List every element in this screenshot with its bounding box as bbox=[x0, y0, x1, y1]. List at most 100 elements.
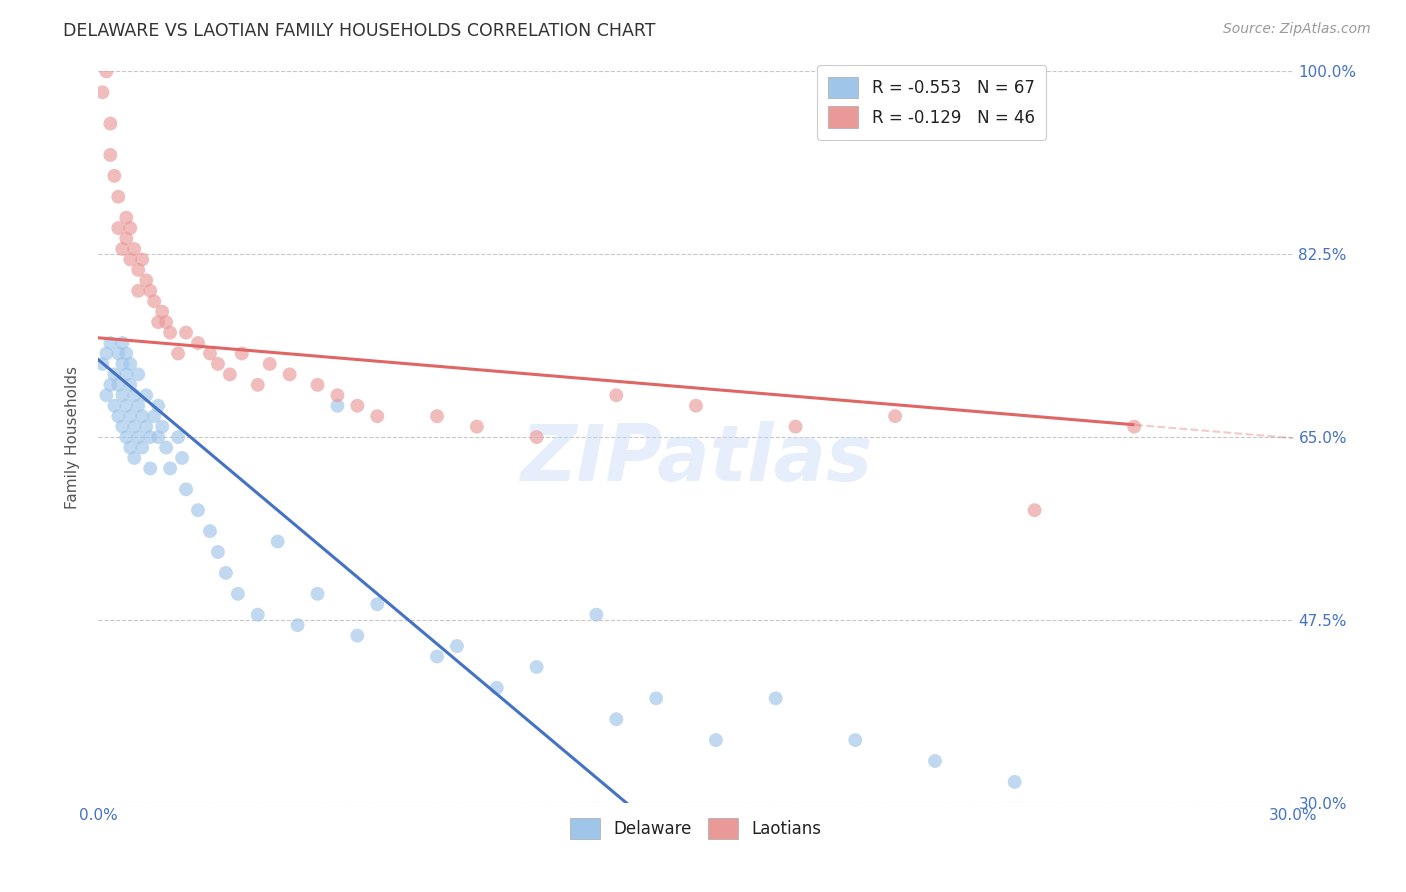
Point bbox=[91, 85, 114, 99]
Point bbox=[167, 346, 190, 360]
Point bbox=[426, 409, 449, 424]
Point bbox=[107, 346, 129, 360]
Point bbox=[884, 409, 907, 424]
Point bbox=[103, 169, 125, 183]
Point bbox=[346, 629, 368, 643]
Point bbox=[366, 409, 388, 424]
Point bbox=[139, 430, 162, 444]
Point bbox=[115, 211, 138, 225]
Point bbox=[246, 377, 269, 392]
Point bbox=[278, 368, 301, 382]
Point bbox=[148, 430, 170, 444]
Point bbox=[139, 284, 162, 298]
Text: ZIPatlas: ZIPatlas bbox=[520, 421, 872, 497]
Point bbox=[155, 315, 177, 329]
Point bbox=[107, 221, 129, 235]
Point bbox=[120, 377, 142, 392]
Point bbox=[446, 639, 468, 653]
Point bbox=[124, 388, 146, 402]
Point bbox=[465, 419, 488, 434]
Point bbox=[120, 409, 142, 424]
Point bbox=[207, 357, 229, 371]
Point bbox=[120, 357, 142, 371]
Point bbox=[526, 660, 548, 674]
Point bbox=[120, 441, 142, 455]
Point bbox=[127, 430, 149, 444]
Point bbox=[91, 357, 114, 371]
Point bbox=[124, 450, 146, 465]
Point bbox=[1004, 775, 1026, 789]
Point bbox=[174, 326, 197, 340]
Point bbox=[704, 733, 727, 747]
Point bbox=[131, 441, 153, 455]
Point bbox=[148, 315, 170, 329]
Point bbox=[924, 754, 946, 768]
Point bbox=[1123, 419, 1146, 434]
Point bbox=[111, 388, 134, 402]
Point bbox=[127, 263, 149, 277]
Point bbox=[207, 545, 229, 559]
Point bbox=[585, 607, 607, 622]
Point bbox=[96, 64, 118, 78]
Point bbox=[115, 231, 138, 245]
Point bbox=[120, 252, 142, 267]
Point bbox=[426, 649, 449, 664]
Point bbox=[143, 409, 166, 424]
Point bbox=[139, 461, 162, 475]
Point bbox=[111, 336, 134, 351]
Point bbox=[148, 399, 170, 413]
Point bbox=[326, 388, 349, 402]
Point bbox=[198, 346, 221, 360]
Point bbox=[307, 377, 329, 392]
Point bbox=[174, 483, 197, 497]
Point bbox=[526, 430, 548, 444]
Point bbox=[107, 409, 129, 424]
Point bbox=[135, 273, 157, 287]
Point bbox=[131, 252, 153, 267]
Point bbox=[115, 368, 138, 382]
Point bbox=[115, 346, 138, 360]
Point bbox=[127, 399, 149, 413]
Point bbox=[159, 461, 181, 475]
Point bbox=[111, 242, 134, 256]
Point bbox=[215, 566, 238, 580]
Point bbox=[366, 597, 388, 611]
Point bbox=[143, 294, 166, 309]
Point bbox=[127, 368, 149, 382]
Point bbox=[150, 304, 173, 318]
Text: DELAWARE VS LAOTIAN FAMILY HOUSEHOLDS CORRELATION CHART: DELAWARE VS LAOTIAN FAMILY HOUSEHOLDS CO… bbox=[63, 22, 655, 40]
Point bbox=[844, 733, 866, 747]
Point bbox=[346, 399, 368, 413]
Point bbox=[150, 419, 173, 434]
Point bbox=[115, 430, 138, 444]
Point bbox=[198, 524, 221, 538]
Point bbox=[131, 409, 153, 424]
Point bbox=[167, 430, 190, 444]
Point bbox=[246, 607, 269, 622]
Point bbox=[485, 681, 508, 695]
Point bbox=[103, 368, 125, 382]
Point bbox=[785, 419, 807, 434]
Point bbox=[605, 712, 627, 726]
Point bbox=[187, 503, 209, 517]
Point bbox=[685, 399, 707, 413]
Point bbox=[98, 148, 122, 162]
Point bbox=[107, 190, 129, 204]
Point bbox=[231, 346, 253, 360]
Point bbox=[605, 388, 627, 402]
Point bbox=[267, 534, 290, 549]
Point bbox=[135, 419, 157, 434]
Point bbox=[159, 326, 181, 340]
Point bbox=[111, 357, 134, 371]
Point bbox=[307, 587, 329, 601]
Y-axis label: Family Households: Family Households bbox=[65, 366, 80, 508]
Point bbox=[98, 117, 122, 131]
Point bbox=[259, 357, 281, 371]
Point bbox=[98, 336, 122, 351]
Point bbox=[103, 399, 125, 413]
Point bbox=[1024, 503, 1046, 517]
Point bbox=[127, 284, 149, 298]
Point bbox=[115, 399, 138, 413]
Point bbox=[172, 450, 194, 465]
Legend: Delaware, Laotians: Delaware, Laotians bbox=[564, 811, 828, 846]
